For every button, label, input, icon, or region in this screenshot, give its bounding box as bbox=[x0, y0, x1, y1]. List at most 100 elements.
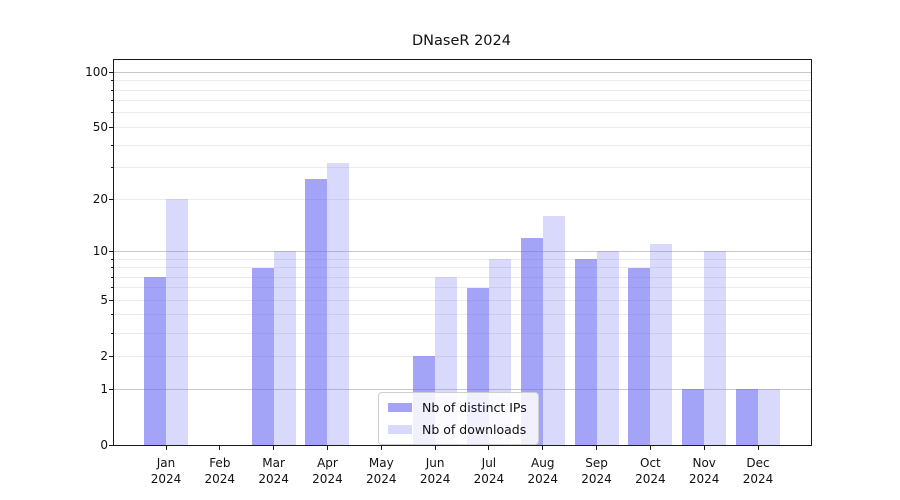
x-tick-label: Apr 2024 bbox=[297, 455, 357, 487]
gridline-minor bbox=[114, 126, 811, 128]
x-tick-label-month: Feb bbox=[209, 456, 231, 470]
bar-distinct-ips bbox=[574, 259, 597, 445]
y-tick-label: 100 bbox=[85, 65, 108, 80]
legend-swatch-distinct-ips bbox=[388, 403, 412, 412]
gridline-minor bbox=[114, 258, 811, 260]
y-minor-tick-mark bbox=[111, 332, 113, 334]
gridline-minor bbox=[114, 167, 811, 169]
x-tick-mark bbox=[165, 446, 167, 450]
x-tick-label-month: Jun bbox=[425, 456, 445, 470]
x-tick-mark bbox=[326, 446, 328, 450]
y-tick-label: 20 bbox=[92, 192, 108, 207]
x-tick-mark bbox=[542, 446, 544, 450]
gridline-minor bbox=[114, 267, 811, 268]
gridline-minor bbox=[114, 355, 811, 357]
bar-distinct-ips bbox=[628, 267, 651, 445]
x-tick-label-month: Mar bbox=[262, 456, 285, 470]
y-tick-label: 1 bbox=[100, 382, 108, 396]
x-tick-label-month: Jul bbox=[481, 456, 497, 470]
y-tick-label: 50 bbox=[92, 120, 108, 135]
y-tick-mark bbox=[109, 126, 113, 128]
gridline-minor bbox=[114, 299, 811, 301]
y-minor-tick-mark bbox=[111, 276, 113, 278]
y-minor-tick-mark bbox=[111, 267, 113, 268]
x-tick-label-month: Oct bbox=[640, 456, 661, 470]
bar-downloads bbox=[650, 244, 673, 445]
x-tick-mark bbox=[273, 446, 275, 450]
bar-downloads bbox=[273, 251, 296, 445]
bar-distinct-ips bbox=[682, 389, 705, 445]
x-tick-label: Nov 2024 bbox=[674, 455, 734, 487]
y-tick-label: 0 bbox=[100, 438, 108, 452]
x-tick-label-month: Jan bbox=[156, 456, 176, 470]
x-tick-label-year: 2024 bbox=[473, 472, 505, 486]
x-tick-label-year: 2024 bbox=[635, 472, 666, 486]
bar-distinct-ips bbox=[736, 389, 759, 445]
x-tick-label: Dec 2024 bbox=[728, 455, 788, 487]
x-tick-label: May 2024 bbox=[351, 455, 411, 487]
x-tick-label: Aug 2024 bbox=[513, 455, 573, 487]
x-tick-label-month: Apr bbox=[317, 456, 338, 470]
gridline-minor bbox=[114, 332, 811, 334]
x-tick-label: Jun 2024 bbox=[405, 455, 465, 487]
x-tick-label-year: 2024 bbox=[419, 472, 451, 486]
gridline-minor bbox=[114, 112, 811, 114]
gridline-minor bbox=[114, 287, 811, 289]
y-tick-mark bbox=[109, 388, 113, 390]
bar-downloads bbox=[596, 251, 619, 445]
plot-area: 0 1 2 5 10 20 50 100 Jan 2024 Feb 2024 Mar 2024 Apr 202… bbox=[85, 59, 812, 486]
x-tick-label-year: 2024 bbox=[365, 472, 397, 486]
x-tick-label: Sep 2024 bbox=[567, 455, 627, 487]
x-tick-label: Oct 2024 bbox=[620, 455, 680, 487]
y-tick-label: 2 bbox=[100, 349, 108, 364]
x-tick-label-month: Nov bbox=[692, 456, 716, 470]
y-tick-mark bbox=[109, 299, 113, 301]
gridline-major bbox=[114, 388, 811, 390]
y-tick-label: 5 bbox=[100, 293, 108, 308]
x-tick-label-year: 2024 bbox=[527, 472, 558, 486]
y-minor-tick-mark bbox=[111, 144, 113, 146]
x-tick-label-month: Dec bbox=[746, 456, 770, 470]
x-tick-mark bbox=[219, 446, 221, 450]
y-tick-mark bbox=[109, 444, 113, 446]
x-tick-label: Feb 2024 bbox=[190, 455, 250, 487]
x-tick-label-year: 2024 bbox=[742, 472, 774, 486]
legend-label: Nb of downloads bbox=[422, 422, 527, 437]
bar-downloads bbox=[758, 389, 781, 445]
gridline-minor bbox=[114, 314, 811, 316]
gridline-minor bbox=[114, 198, 811, 200]
y-minor-tick-mark bbox=[111, 80, 113, 82]
bar-downloads bbox=[166, 199, 188, 445]
x-tick-label: Mar 2024 bbox=[244, 455, 304, 487]
y-minor-tick-mark bbox=[111, 89, 113, 91]
gridline-minor bbox=[114, 100, 811, 102]
gridline-minor bbox=[114, 276, 811, 278]
x-tick-mark bbox=[703, 446, 705, 450]
x-tick-label: Jul 2024 bbox=[459, 455, 519, 487]
y-minor-tick-mark bbox=[111, 167, 113, 169]
x-tick-label-month: Aug bbox=[531, 456, 555, 470]
x-tick-mark bbox=[488, 446, 490, 450]
y-tick-mark bbox=[109, 250, 113, 252]
gridline-major bbox=[114, 71, 811, 73]
bar-distinct-ips bbox=[251, 267, 274, 445]
x-tick-mark bbox=[380, 446, 382, 450]
y-tick-label: 10 bbox=[92, 244, 108, 259]
bar-distinct-ips bbox=[305, 178, 328, 445]
y-minor-tick-mark bbox=[111, 314, 113, 316]
y-minor-tick-mark bbox=[111, 287, 113, 289]
x-tick-label-year: 2024 bbox=[581, 472, 612, 486]
y-tick-mark bbox=[109, 355, 113, 357]
x-tick-label-month: May bbox=[368, 456, 394, 470]
bar-downloads bbox=[542, 216, 565, 445]
y-minor-tick-mark bbox=[111, 112, 113, 114]
legend-box: Nb of distinct IPs Nb of downloads bbox=[378, 392, 539, 445]
legend-label: Nb of distinct IPs bbox=[422, 400, 527, 415]
legend-item: Nb of downloads bbox=[388, 422, 527, 437]
x-tick-label-year: 2024 bbox=[688, 472, 720, 486]
y-minor-tick-mark bbox=[111, 100, 113, 102]
bar-downloads bbox=[704, 251, 727, 445]
x-tick-label-year: 2024 bbox=[312, 472, 343, 486]
x-tick-mark bbox=[757, 446, 759, 450]
